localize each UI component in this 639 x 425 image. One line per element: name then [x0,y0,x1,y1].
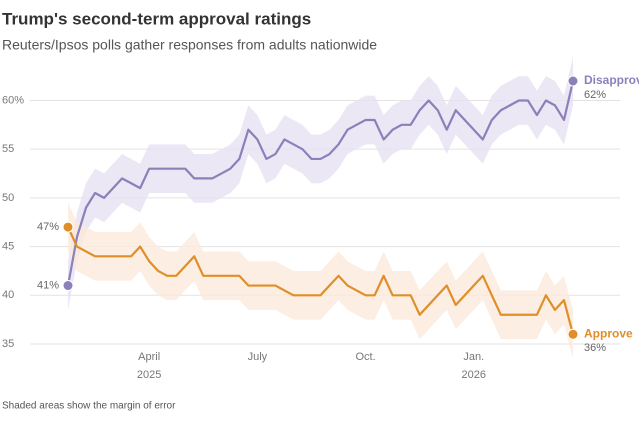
end-point [62,280,74,292]
end-point [567,328,579,340]
value-label: 36% [584,342,606,354]
chart-subtitle: Reuters/Ipsos polls gather responses fro… [2,37,377,53]
series-line [66,80,575,286]
y-tick-label: 45 [2,240,14,252]
y-tick-label: 35 [2,338,14,350]
chart-title: Trump's second-term approval ratings [2,9,311,28]
series-name: Approve [584,326,633,340]
x-tick-label: July [248,351,268,363]
value-label: 62% [584,89,606,101]
series-name: Disapprove [584,73,639,87]
error-band [68,202,573,359]
error-band [68,56,573,310]
chart-note: Shaded areas show the margin of error [2,401,176,412]
end-point [62,221,74,233]
series-line [67,226,575,335]
y-tick-label: 50 [2,192,14,204]
end-point [567,75,579,87]
y-tick-label: 55 [2,143,14,155]
value-label: 47% [37,221,59,233]
x-tick-label: April [138,351,160,363]
y-tick-label: 60% [2,94,24,106]
y-tick-label: 40 [2,289,14,301]
x-tick-year: 2025 [137,369,161,381]
x-tick-year: 2026 [462,369,486,381]
value-label: 41% [37,279,59,291]
x-tick-label: Jan. [463,351,484,363]
x-tick-label: Oct. [356,351,376,363]
